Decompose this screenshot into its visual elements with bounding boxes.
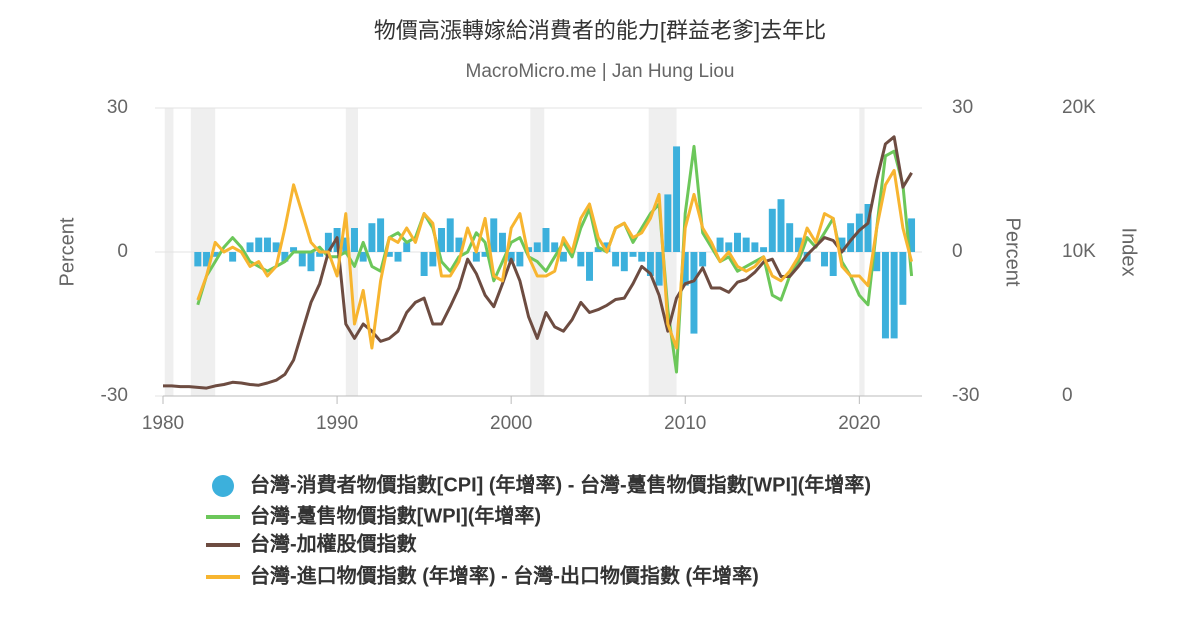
- legend-label: 台灣-進口物價指數 (年增率) - 台灣-出口物價指數 (年增率): [250, 563, 759, 587]
- bar: [890, 252, 898, 339]
- bar: [725, 242, 733, 252]
- x-tick-label: 2000: [490, 413, 532, 434]
- bar: [203, 252, 211, 267]
- bar: [577, 252, 585, 267]
- y2-tick-label: 30: [952, 97, 973, 118]
- bar: [716, 237, 724, 252]
- bar: [612, 252, 620, 267]
- x-tick-label: 1980: [142, 413, 184, 434]
- bar: [429, 252, 437, 267]
- bar: [638, 252, 646, 262]
- y-tick-label: -30: [101, 385, 128, 406]
- bar: [594, 247, 602, 252]
- bar: [272, 242, 280, 252]
- bar: [368, 223, 376, 252]
- x-tick-label: 1990: [316, 413, 358, 434]
- bar: [194, 252, 202, 267]
- bar: [829, 252, 837, 276]
- legend-marker: [212, 475, 234, 497]
- bar: [498, 232, 506, 252]
- bar: [908, 218, 916, 252]
- bar: [516, 252, 524, 267]
- bar: [420, 252, 428, 276]
- bar: [855, 213, 863, 252]
- y2-tick-label: 0: [952, 241, 963, 262]
- bar: [324, 232, 332, 252]
- bar: [681, 252, 689, 286]
- bar: [351, 228, 358, 252]
- bar: [847, 223, 855, 252]
- bar: [472, 252, 480, 262]
- bar: [699, 252, 707, 267]
- chart-title: 物價高漲轉嫁給消費者的能力[群益老爹]去年比: [374, 18, 826, 43]
- y-tick-label: 30: [107, 97, 128, 118]
- bar: [377, 218, 385, 252]
- x-tick-label: 2010: [664, 413, 706, 434]
- bar: [403, 242, 411, 252]
- bar: [786, 223, 794, 252]
- bar: [777, 199, 785, 252]
- bar: [629, 252, 637, 257]
- y3-tick-label: 10K: [1062, 241, 1096, 262]
- bar: [559, 252, 567, 262]
- bar: [664, 194, 672, 252]
- bar: [211, 252, 219, 257]
- bar: [507, 252, 515, 262]
- bar: [586, 252, 593, 281]
- bar: [455, 237, 463, 252]
- bar: [742, 237, 750, 252]
- x-tick-label: 2020: [838, 413, 880, 434]
- bar: [533, 242, 541, 252]
- bar: [385, 252, 393, 257]
- bar: [673, 146, 681, 252]
- legend-label: 台灣-消費者物價指數[CPI] (年增率) - 台灣-躉售物價指數[WPI](年…: [250, 472, 871, 496]
- bar: [263, 237, 271, 252]
- y3-tick-label: 0: [1062, 385, 1073, 406]
- bar: [255, 237, 263, 252]
- y3-tick-label: 20K: [1062, 97, 1096, 118]
- bar: [760, 247, 768, 252]
- bar: [690, 252, 698, 334]
- bar: [481, 252, 489, 257]
- bar: [359, 252, 367, 262]
- bar: [542, 228, 550, 252]
- bar: [316, 252, 324, 257]
- y2-axis-label: Percent: [1002, 218, 1024, 287]
- bar: [551, 242, 559, 252]
- bar: [394, 252, 402, 262]
- bar: [229, 252, 237, 262]
- bar: [873, 252, 881, 272]
- y-axis-label: Percent: [56, 217, 78, 286]
- bar: [342, 237, 350, 252]
- y2-tick-label: -30: [952, 385, 979, 406]
- bar: [620, 252, 628, 272]
- y3-axis-label: Index: [1118, 228, 1140, 277]
- bar: [838, 237, 846, 252]
- legend-label: 台灣-躉售物價指數[WPI](年增率): [250, 503, 541, 527]
- bar: [281, 252, 289, 262]
- bar: [490, 218, 498, 252]
- bar: [751, 242, 759, 252]
- legend-label: 台灣-加權股價指數: [250, 531, 417, 555]
- bar: [881, 252, 889, 339]
- bar: [899, 252, 907, 305]
- bar: [438, 228, 446, 252]
- bar: [290, 247, 298, 252]
- bar: [821, 252, 828, 267]
- chart-subtitle: MacroMicro.me | Jan Hung Liou: [466, 61, 735, 82]
- bar: [864, 204, 872, 252]
- bar: [646, 252, 654, 276]
- bar: [768, 208, 776, 252]
- bar: [603, 242, 611, 252]
- series-line: [196, 168, 914, 350]
- bar: [298, 252, 306, 267]
- y-tick-label: 0: [117, 241, 128, 262]
- bar: [307, 252, 315, 272]
- bar: [246, 242, 254, 252]
- bar: [794, 237, 802, 252]
- bar: [733, 232, 741, 252]
- bar: [655, 252, 663, 286]
- bar: [446, 218, 454, 252]
